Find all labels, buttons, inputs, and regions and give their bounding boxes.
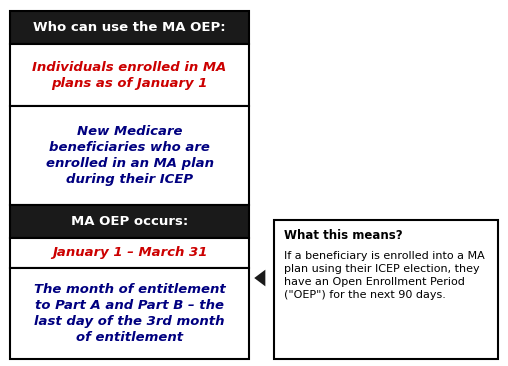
FancyArrowPatch shape [254, 270, 265, 286]
Bar [10, 238, 249, 268]
Text: The month of entitlement
to Part A and Part B – the
last day of the 3rd month
of: The month of entitlement to Part A and P… [34, 283, 226, 344]
Bar [10, 106, 249, 205]
Bar [274, 220, 498, 359]
Text: January 1 – March 31: January 1 – March 31 [52, 246, 207, 259]
Bar [10, 44, 249, 106]
Text: New Medicare
beneficiaries who are
enrolled in an MA plan
during their ICEP: New Medicare beneficiaries who are enrol… [46, 125, 213, 186]
Text: Who can use the MA OEP:: Who can use the MA OEP: [33, 21, 226, 34]
Bar [10, 205, 249, 238]
Text: MA OEP occurs:: MA OEP occurs: [71, 215, 188, 228]
Bar [10, 11, 249, 44]
Text: What this means?: What this means? [284, 229, 403, 242]
Text: Individuals enrolled in MA
plans as of January 1: Individuals enrolled in MA plans as of J… [33, 61, 227, 90]
Bar [10, 268, 249, 359]
Text: If a beneficiary is enrolled into a MA
plan using their ICEP election, they
have: If a beneficiary is enrolled into a MA p… [284, 251, 485, 300]
